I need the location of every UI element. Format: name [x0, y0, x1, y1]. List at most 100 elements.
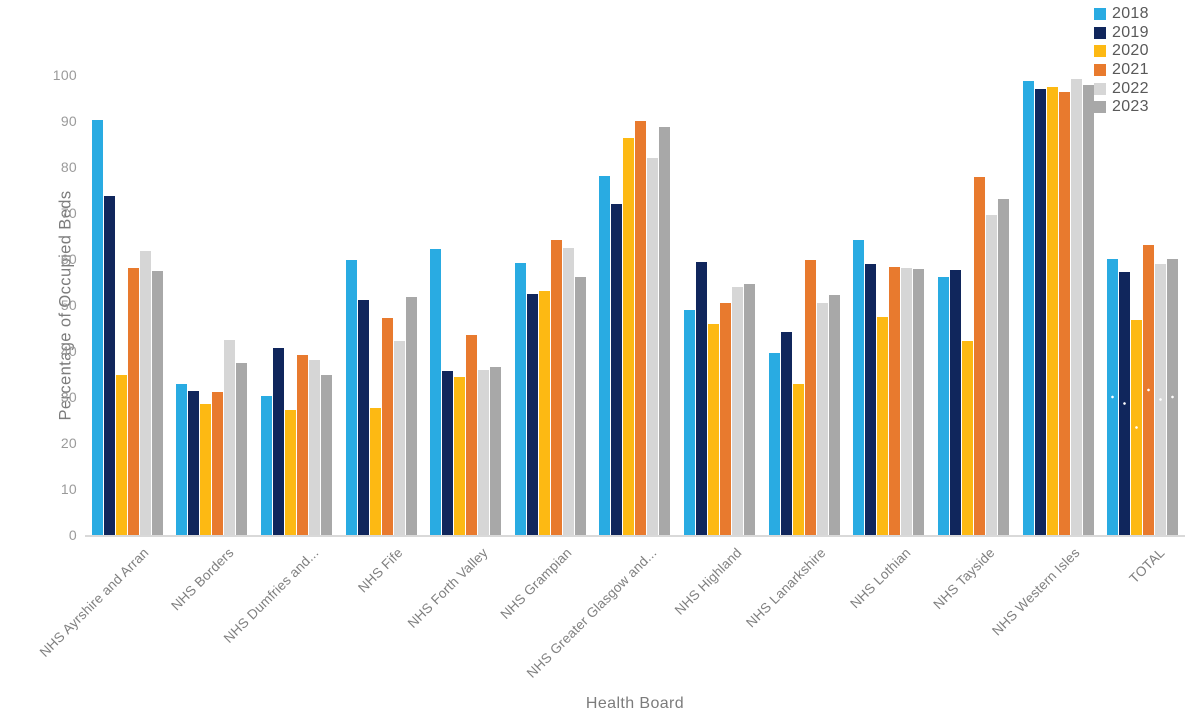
bar: [949, 270, 961, 535]
bar-group: [254, 75, 339, 535]
bar: [1046, 86, 1058, 535]
legend-label: 2018: [1112, 5, 1149, 23]
bar: [261, 396, 273, 535]
bar: [985, 214, 997, 535]
bar: [224, 339, 236, 535]
bar: [381, 317, 393, 535]
bar: [103, 195, 115, 535]
bar: [1107, 259, 1119, 535]
bar-group: [677, 75, 762, 535]
legend-item: 2021: [1094, 61, 1149, 80]
bar: [732, 287, 744, 535]
legend-swatch-icon: [1094, 45, 1106, 58]
bar: [647, 158, 659, 535]
bar: [188, 391, 200, 535]
bar: [792, 384, 804, 535]
bar: [1119, 271, 1131, 535]
bar: [1058, 91, 1070, 535]
bar: [973, 176, 985, 535]
bar: [877, 317, 889, 535]
y-axis-tick-label: 90: [60, 113, 77, 129]
y-axis-tick-label: 100: [52, 67, 77, 83]
bar: [853, 240, 865, 535]
legend-label: 2021: [1112, 61, 1149, 79]
bar: [1167, 259, 1179, 535]
bar: [913, 269, 925, 535]
legend-item: 2022: [1094, 79, 1149, 98]
bar-group: [339, 75, 424, 535]
bar: [285, 410, 297, 535]
bar: [405, 297, 417, 535]
bar: [1082, 85, 1094, 535]
bar: [357, 300, 369, 535]
bar: [1155, 263, 1167, 535]
bar: [345, 259, 357, 535]
bar: [696, 261, 708, 535]
bar: [212, 392, 224, 535]
legend-swatch-icon: [1094, 26, 1106, 39]
bar-group: [1016, 75, 1101, 535]
bar: [454, 376, 466, 535]
bar: [997, 198, 1009, 535]
bar: [442, 371, 454, 535]
legend-item: 2019: [1094, 24, 1149, 43]
bar: [659, 127, 671, 535]
bar: [115, 374, 127, 535]
bar: [623, 138, 635, 535]
y-axis-tick-label: 10: [60, 481, 77, 497]
bar: [550, 239, 562, 535]
bar: [176, 384, 188, 535]
x-axis-title: Health Board: [585, 695, 685, 712]
legend-label: 2020: [1112, 42, 1149, 60]
legend-item: 2023: [1094, 98, 1149, 117]
bar-group: [931, 75, 1016, 535]
bar: [514, 262, 526, 535]
bar: [562, 247, 574, 535]
bar: [804, 260, 816, 535]
bar: [865, 264, 877, 535]
legend-swatch-icon: [1094, 82, 1106, 95]
bar: [684, 309, 696, 535]
bar-group: [508, 75, 593, 535]
bar: [273, 347, 285, 535]
bar: [1034, 88, 1046, 535]
bar: [1143, 245, 1155, 535]
bar: [200, 404, 212, 535]
bar: [889, 266, 901, 535]
bar-group: [762, 75, 847, 535]
bar: [768, 353, 780, 535]
legend-swatch-icon: [1094, 64, 1106, 77]
bar: [780, 331, 792, 535]
y-axis-tick-label: 50: [60, 297, 77, 313]
bar-group: [85, 75, 170, 535]
bar: [937, 277, 949, 535]
legend-label: 2022: [1112, 79, 1149, 97]
bar: [1070, 78, 1082, 535]
y-axis-tick-label: 0: [68, 527, 77, 543]
legend-item: 2020: [1094, 42, 1149, 61]
bar: [635, 120, 647, 535]
bar: [828, 294, 840, 535]
bar: [321, 374, 333, 535]
y-axis-tick-label: 60: [60, 251, 77, 267]
bar: [430, 248, 442, 535]
bar: [574, 276, 586, 535]
bar: [1131, 320, 1143, 535]
bar: [309, 360, 321, 535]
bar: [599, 176, 611, 535]
bar-group: [593, 75, 678, 535]
bar: [720, 302, 732, 535]
legend: 2018 2019 2020 2021 2022 2023: [1094, 5, 1149, 117]
bar: [526, 294, 538, 535]
bar: [393, 341, 405, 535]
legend-label: 2019: [1112, 23, 1149, 41]
bar: [369, 408, 381, 535]
bar-group: [423, 75, 508, 535]
legend-item: 2018: [1094, 5, 1149, 24]
bar: [466, 334, 478, 535]
bar: [490, 366, 502, 535]
legend-label: 2023: [1112, 98, 1149, 116]
bar-group: [1100, 75, 1185, 535]
bar: [236, 362, 248, 535]
